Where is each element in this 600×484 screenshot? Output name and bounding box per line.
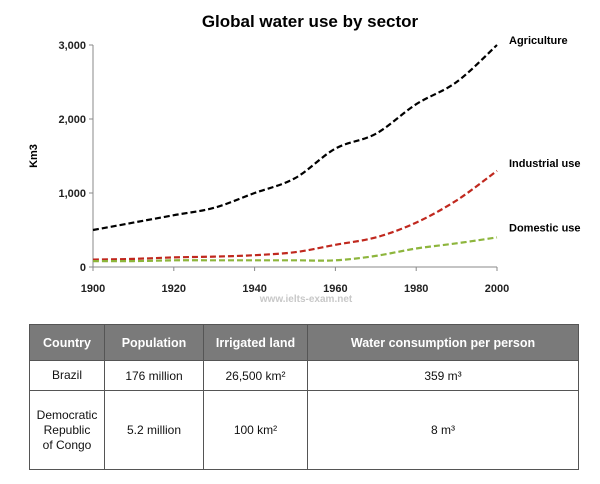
country-name-line: Brazil bbox=[51, 368, 82, 382]
y-axis-label: Km3 bbox=[28, 144, 40, 168]
table-header-water-consumption: Water consumption per person bbox=[307, 324, 579, 361]
table-header-irrigated-land: Irrigated land bbox=[203, 324, 308, 361]
x-tick-label: 1940 bbox=[242, 283, 266, 295]
water-consumption-cell: 8 m³ bbox=[307, 390, 579, 470]
plot-layer: 0 1,000 2,000 3,000 1900 1920 1940 1960 1980 2000… bbox=[58, 35, 580, 295]
y-tick-label: 0 bbox=[80, 262, 86, 274]
population-cell: 176 million bbox=[104, 360, 204, 391]
series-line-industrial-use bbox=[92, 169, 498, 261]
x-tick-label: 1980 bbox=[404, 283, 428, 295]
series-label-agriculture: Agriculture bbox=[509, 35, 568, 47]
table-header-row: Country Population Irrigated land Water … bbox=[29, 324, 579, 361]
table-row: Democratic Republic of Congo 5.2 million 1… bbox=[29, 390, 579, 470]
line-chart: Global water use by sector Km3 0 1,000 2,0… bbox=[28, 12, 581, 305]
series-line-domestic-use bbox=[92, 236, 498, 263]
country-name-line: Democratic bbox=[36, 407, 98, 422]
y-tick-label: 1,000 bbox=[58, 188, 86, 200]
watermark: www.ielts-exam.net bbox=[259, 294, 353, 305]
country-cell: Democratic Republic of Congo bbox=[29, 390, 105, 470]
x-tick-label: 1920 bbox=[162, 283, 186, 295]
x-tick-label: 1960 bbox=[323, 283, 347, 295]
country-name-line: Republic bbox=[43, 422, 91, 437]
water-consumption-cell: 359 m³ bbox=[307, 360, 579, 391]
table-header-country: Country bbox=[29, 324, 105, 361]
series-line-agriculture bbox=[92, 44, 498, 232]
series-label-industrial-use: Industrial use bbox=[509, 158, 581, 170]
country-name-line: of Congo bbox=[42, 437, 92, 452]
table-header-population: Population bbox=[104, 324, 204, 361]
country-cell: Brazil bbox=[29, 360, 105, 391]
x-tick-label: 1900 bbox=[81, 283, 105, 295]
table-row: Brazil 176 million 26,500 km² 359 m³ bbox=[29, 360, 579, 391]
y-tick-label: 3,000 bbox=[58, 40, 86, 52]
series-label-domestic-use: Domestic use bbox=[509, 222, 581, 234]
chart-title: Global water use by sector bbox=[202, 12, 419, 31]
y-tick-label: 2,000 bbox=[58, 114, 86, 126]
irrigated-land-cell: 26,500 km² bbox=[203, 360, 308, 391]
chart-svg: Global water use by sector Km3 0 1,000 2,0… bbox=[28, 12, 581, 305]
x-tick-label: 2000 bbox=[485, 283, 509, 295]
data-table: Country Population Irrigated land Water … bbox=[29, 324, 579, 470]
population-cell: 5.2 million bbox=[104, 390, 204, 470]
irrigated-land-cell: 100 km² bbox=[203, 390, 308, 470]
